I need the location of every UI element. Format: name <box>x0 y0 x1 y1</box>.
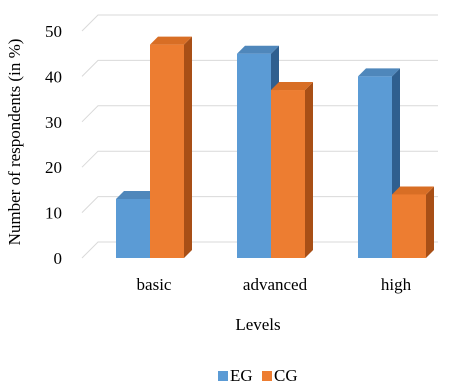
bar-top <box>237 45 279 54</box>
x-axis-categories: basic advanced high <box>137 275 412 294</box>
legend-label: CG <box>274 366 298 385</box>
legend-item: EG <box>218 366 253 385</box>
bar-side <box>184 36 192 259</box>
bar <box>392 186 434 258</box>
category-label: advanced <box>243 275 308 294</box>
bar-top <box>150 36 192 45</box>
bar-front <box>271 90 305 259</box>
category-label: basic <box>137 275 172 294</box>
y-axis-title: Number of respondents (in %) <box>5 39 24 246</box>
gridline <box>81 150 438 168</box>
y-tick-label: 10 <box>45 204 62 223</box>
y-tick-label: 0 <box>54 249 63 268</box>
category-label: high <box>381 275 412 294</box>
gridline <box>81 105 438 123</box>
bar-front <box>392 194 426 258</box>
legend-swatch <box>262 371 272 381</box>
x-axis-title: Levels <box>235 315 280 334</box>
y-tick-label: 20 <box>45 158 62 177</box>
bar-top <box>116 190 158 199</box>
gridline <box>81 196 438 213</box>
bar-front <box>150 44 184 259</box>
bar-side <box>305 82 313 259</box>
bar-top <box>392 186 434 195</box>
bar-front <box>358 76 392 259</box>
bar-top <box>271 82 313 91</box>
y-tick-label: 40 <box>45 67 62 86</box>
bar <box>150 36 192 259</box>
bars <box>116 36 434 259</box>
y-tick-label: 30 <box>45 113 62 132</box>
gridlines <box>81 14 438 259</box>
bar <box>271 82 313 259</box>
gridline <box>81 241 438 259</box>
legend-swatch <box>218 371 228 381</box>
gridline <box>81 14 438 32</box>
gridline <box>81 59 438 77</box>
bar-top <box>358 68 400 77</box>
bar-front <box>116 198 150 258</box>
legend: EG CG <box>218 366 298 385</box>
legend-item: CG <box>262 366 298 385</box>
y-axis-ticks: 0 10 20 30 40 50 <box>45 22 62 268</box>
y-tick-label: 50 <box>45 22 62 41</box>
bar-side <box>426 186 434 258</box>
legend-label: EG <box>230 366 253 385</box>
bar-front <box>237 53 271 259</box>
